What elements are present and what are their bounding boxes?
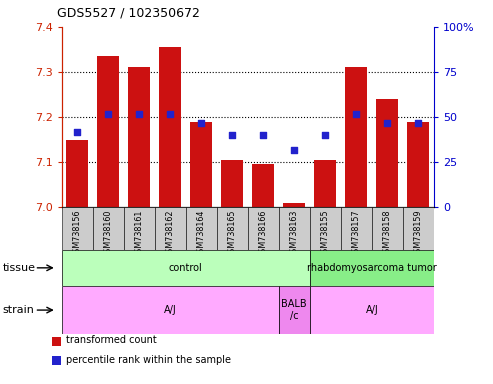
Bar xyxy=(128,68,150,207)
Text: rhabdomyosarcoma tumor: rhabdomyosarcoma tumor xyxy=(307,263,437,273)
Text: GSM738157: GSM738157 xyxy=(352,210,361,258)
Text: GSM738162: GSM738162 xyxy=(166,210,175,258)
Bar xyxy=(186,207,217,250)
Bar xyxy=(93,207,124,250)
Point xyxy=(166,111,174,117)
Text: GSM738156: GSM738156 xyxy=(72,210,82,258)
Bar xyxy=(310,250,434,286)
Point xyxy=(104,111,112,117)
Bar xyxy=(217,207,248,250)
Bar xyxy=(155,207,186,250)
Bar xyxy=(190,122,212,207)
Text: GSM738164: GSM738164 xyxy=(197,210,206,258)
Bar xyxy=(341,207,372,250)
Text: BALB
/c: BALB /c xyxy=(282,299,307,321)
Text: A/J: A/J xyxy=(164,305,176,315)
Bar xyxy=(62,207,93,250)
Text: A/J: A/J xyxy=(365,305,378,315)
Bar xyxy=(310,286,434,334)
Point xyxy=(135,111,143,117)
Bar xyxy=(97,56,119,207)
Bar xyxy=(62,250,310,286)
Bar xyxy=(346,68,367,207)
Bar xyxy=(124,207,155,250)
Point xyxy=(228,132,236,138)
Text: GSM738158: GSM738158 xyxy=(383,210,392,258)
Text: strain: strain xyxy=(2,305,35,315)
Text: GSM738155: GSM738155 xyxy=(321,210,330,258)
Text: GSM738165: GSM738165 xyxy=(228,210,237,258)
Bar xyxy=(408,122,429,207)
Bar xyxy=(52,356,61,365)
Bar xyxy=(283,203,305,207)
Bar xyxy=(247,207,279,250)
Text: transformed count: transformed count xyxy=(66,335,156,345)
Bar xyxy=(377,99,398,207)
Bar xyxy=(66,140,88,207)
Text: GSM738160: GSM738160 xyxy=(104,210,113,258)
Text: GSM738161: GSM738161 xyxy=(135,210,143,258)
Point xyxy=(73,129,81,135)
Text: GDS5527 / 102350672: GDS5527 / 102350672 xyxy=(57,6,200,19)
Text: percentile rank within the sample: percentile rank within the sample xyxy=(66,355,231,365)
Point xyxy=(259,132,267,138)
Text: GSM738159: GSM738159 xyxy=(414,210,423,258)
Point xyxy=(415,119,423,126)
Bar xyxy=(252,164,274,207)
Point xyxy=(384,119,391,126)
Bar xyxy=(279,286,310,334)
Bar xyxy=(310,207,341,250)
Point xyxy=(352,111,360,117)
Text: GSM738163: GSM738163 xyxy=(290,210,299,258)
Bar xyxy=(372,207,403,250)
Bar xyxy=(62,286,279,334)
Text: tissue: tissue xyxy=(2,263,35,273)
Bar xyxy=(52,337,61,346)
Point xyxy=(197,119,205,126)
Point xyxy=(290,147,298,153)
Text: GSM738166: GSM738166 xyxy=(259,210,268,258)
Bar xyxy=(315,160,336,207)
Point xyxy=(321,132,329,138)
Bar xyxy=(403,207,434,250)
Bar xyxy=(221,160,243,207)
Bar xyxy=(279,207,310,250)
Bar xyxy=(159,47,181,207)
Text: control: control xyxy=(169,263,203,273)
